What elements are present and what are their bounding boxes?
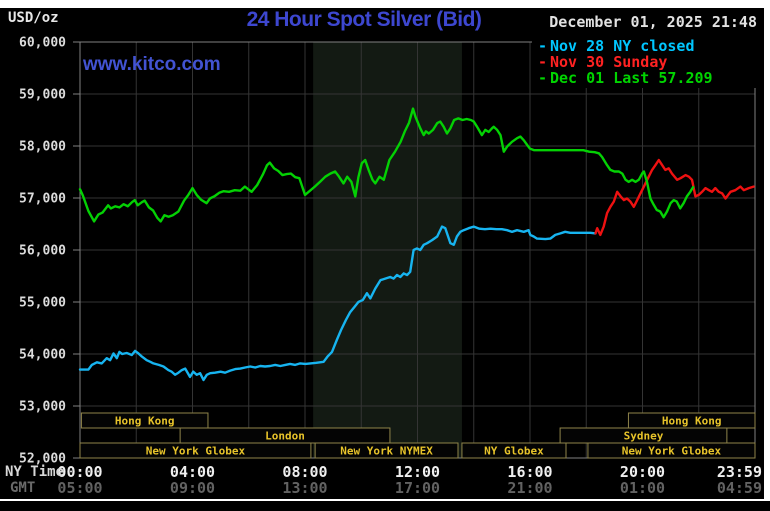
x-tick-ny-time: 04:00 xyxy=(170,463,215,481)
session-box xyxy=(80,412,209,429)
session-label: New York Globex xyxy=(622,445,722,458)
legend-label: Dec 01 Last 57.209 xyxy=(550,69,713,87)
x-tick-ny-time: 20:00 xyxy=(620,463,665,481)
y-tick-label: 56,000 xyxy=(19,244,66,259)
chart-datetime: December 01, 2025 21:48 xyxy=(549,13,757,31)
legend-item-nov28: - Nov 28 NY closed xyxy=(538,38,764,54)
legend-item-dec01: - Dec 01 Last 57.209 xyxy=(538,70,764,86)
y-axis-units-label: USD/oz xyxy=(8,10,59,26)
legend-label: Nov 30 Sunday xyxy=(550,53,668,71)
session-label: Hong Kong xyxy=(115,415,175,428)
x-tick-gmt: 04:59 xyxy=(717,479,762,497)
session-box xyxy=(461,442,567,459)
session-label: NY Globex xyxy=(484,445,544,458)
x-axis-ny-time-label: NY Time xyxy=(5,464,65,480)
x-tick-ny-time: 08:00 xyxy=(282,463,327,481)
x-tick-ny-time: 12:00 xyxy=(395,463,440,481)
y-tick-label: 52,000 xyxy=(19,452,66,467)
series-line-dec-01 xyxy=(78,107,695,223)
y-tick-label: 54,000 xyxy=(19,348,66,363)
chart-title: 24 Hour Spot Silver (Bid) xyxy=(246,8,482,31)
x-tick-gmt: 17:00 xyxy=(395,479,440,497)
x-tick-gmt: 01:00 xyxy=(620,479,665,497)
x-tick-ny-time: 00:00 xyxy=(57,463,102,481)
y-tick-label: 55,000 xyxy=(19,296,66,311)
session-label: Sydney xyxy=(624,430,664,443)
y-tick-label: 57,000 xyxy=(19,192,66,207)
legend-line-swatch: - xyxy=(538,53,548,71)
session-label: New York NYMEX xyxy=(340,445,433,458)
x-tick-gmt: 09:00 xyxy=(170,479,215,497)
x-tick-gmt: 21:00 xyxy=(507,479,552,497)
session-box xyxy=(314,442,459,459)
x-tick-gmt: 05:00 xyxy=(57,479,102,497)
x-axis-gmt-label: GMT xyxy=(10,480,36,496)
series-line-nov-28-ny-closed xyxy=(78,225,597,382)
legend-label: Nov 28 NY closed xyxy=(550,37,695,55)
y-tick-label: 59,000 xyxy=(19,88,66,103)
legend-line-swatch: - xyxy=(538,69,548,87)
x-tick-ny-time: 16:00 xyxy=(507,463,552,481)
session-box xyxy=(587,442,756,459)
chart-legend: - Nov 28 NY closed - Nov 30 Sunday - Dec 01… xyxy=(532,36,764,88)
legend-line-swatch: - xyxy=(538,37,548,55)
x-tick-gmt: 13:00 xyxy=(282,479,327,497)
kitco-watermark: www.kitco.com xyxy=(83,54,221,75)
y-tick-label: 53,000 xyxy=(19,400,66,415)
session-label: Hong Kong xyxy=(662,415,722,428)
x-tick-ny-time: 23:59 xyxy=(717,463,762,481)
legend-item-nov30: - Nov 30 Sunday xyxy=(538,54,764,70)
session-box xyxy=(79,442,312,459)
bottom-black-strip xyxy=(0,501,770,511)
series-line-nov-30-sunday xyxy=(594,158,755,237)
session-label: New York Globex xyxy=(146,445,246,458)
session-label: London xyxy=(265,430,305,443)
y-tick-label: 60,000 xyxy=(19,36,66,51)
y-tick-label: 58,000 xyxy=(19,140,66,155)
